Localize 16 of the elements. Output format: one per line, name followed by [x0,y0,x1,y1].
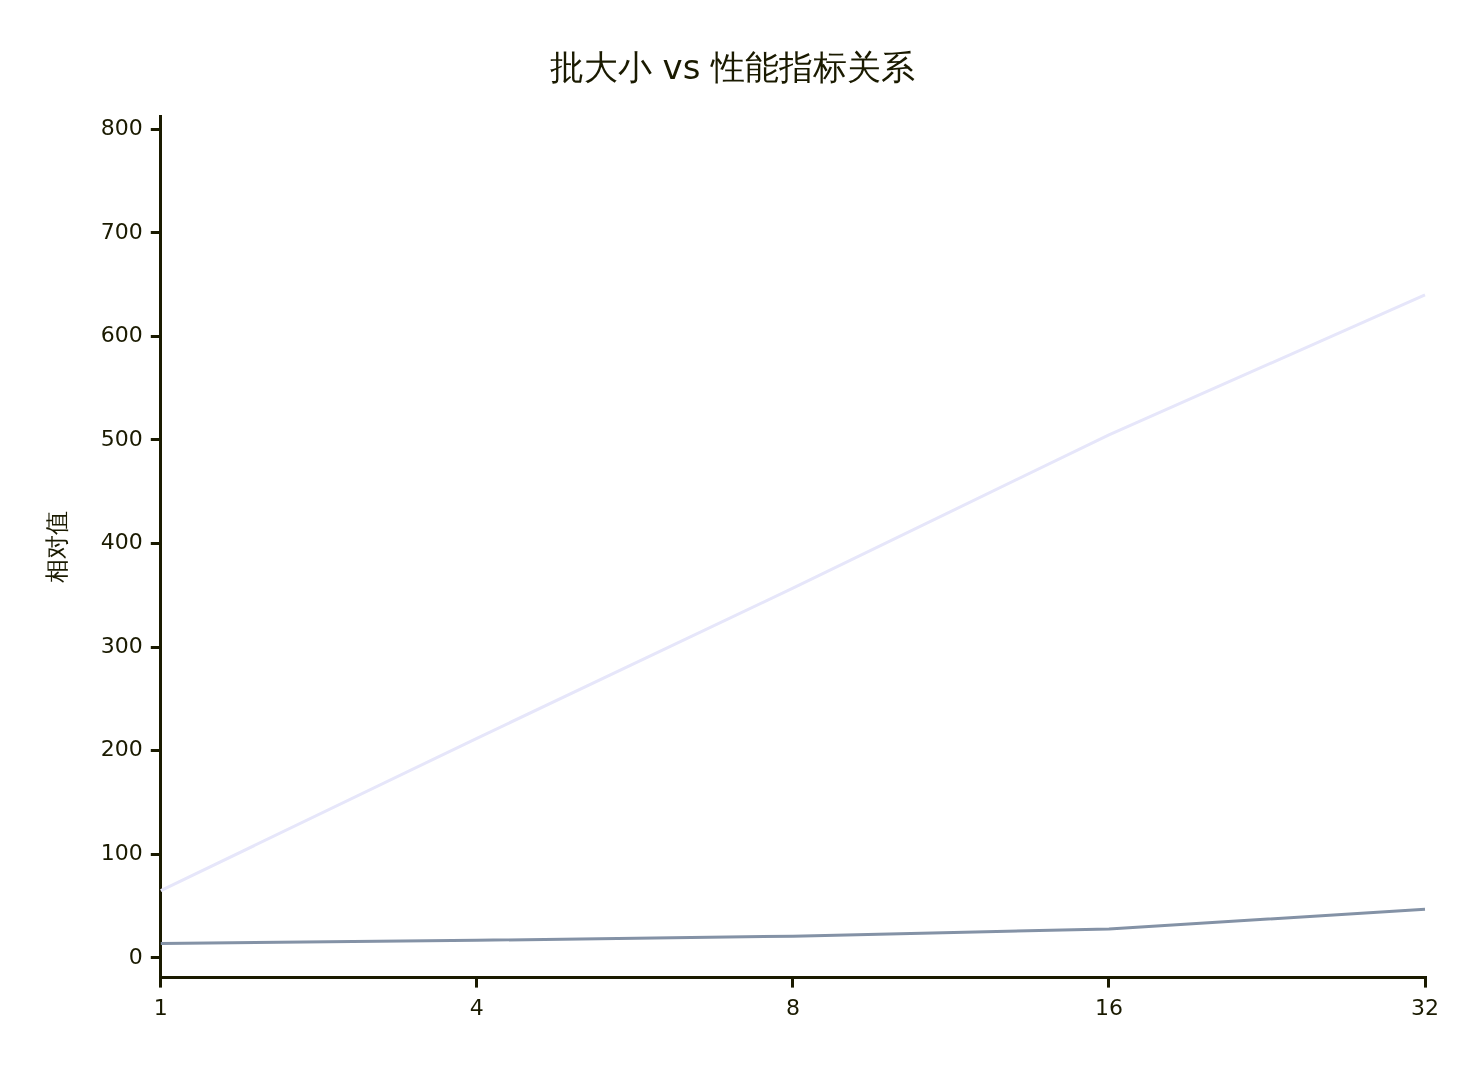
y-axis-title: 相对值 [42,511,71,584]
x-tick-label: 1 [153,994,168,1020]
y-tick-label: 100 [100,840,143,866]
y-tick-label: 800 [100,114,143,140]
chart-title: 批大小 vs 性能指标关系 [549,47,916,88]
y-tick-label: 700 [100,218,143,244]
y-tick-label: 0 [128,943,143,969]
x-tick-label: 16 [1094,994,1123,1020]
y-tick-label: 600 [100,322,143,348]
y-tick-label: 200 [100,736,143,762]
y-tick-label: 300 [100,632,143,658]
y-tick-label: 400 [100,529,143,555]
x-tick-label: 32 [1411,994,1439,1020]
x-tick-label: 8 [785,994,800,1020]
y-tick-label: 500 [100,425,143,451]
x-tick-label: 4 [469,994,484,1020]
